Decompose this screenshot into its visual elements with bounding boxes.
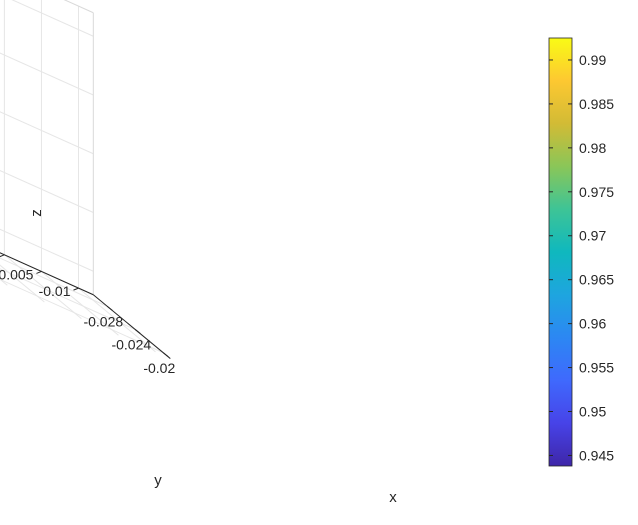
- y-axis-line: [0, 252, 94, 296]
- x-tick-label: -0.024: [111, 337, 151, 353]
- y-axis-label: y: [154, 472, 162, 489]
- colorbar-tick-label: 0.975: [579, 184, 614, 200]
- grid-line: [4, 254, 82, 319]
- y-tick: [0, 254, 5, 258]
- colorbar-tick-label: 0.95: [579, 404, 606, 420]
- axis-ticks: -9.99-9.995-10-10.005-10.010.010.0050-0.…: [0, 254, 175, 376]
- x-tick: [163, 352, 169, 358]
- colorbar-tick-label: 0.96: [579, 316, 606, 332]
- colorbar-tick-label: 0.965: [579, 272, 614, 288]
- x-tick-label: -0.02: [143, 360, 175, 376]
- colorbar-tick-label: 0.955: [579, 360, 614, 376]
- box-edge: [63, 0, 94, 14]
- grid-line: [41, 271, 119, 336]
- y-tick: [36, 270, 42, 274]
- grid-line: [0, 52, 94, 96]
- x-tick: [135, 329, 141, 334]
- grid-line: [11, 0, 94, 37]
- z-axis-label: z: [28, 209, 45, 217]
- grid-line: [0, 264, 45, 303]
- colorbar-gradient: [548, 37, 573, 467]
- grid-line: [0, 170, 94, 213]
- axes-box: [0, 0, 171, 359]
- grid-line: [78, 287, 156, 353]
- colorbar-tick-label: 0.98: [579, 140, 606, 156]
- y-tick-label: -0.01: [39, 283, 71, 299]
- y-tick-label: -0.005: [0, 266, 34, 282]
- colorbar-tick-label: 0.97: [579, 228, 606, 244]
- colorbar: 0.945 0.95 0.955 0.96 0.965 0.97 0.975 0.98 0.98…: [548, 37, 614, 467]
- x-axis-line: [93, 294, 171, 359]
- x-tick: [107, 305, 113, 311]
- grid-line: [0, 228, 94, 272]
- x-axis-label: x: [389, 489, 397, 506]
- x-tick-label: -0.028: [83, 313, 123, 329]
- grid-line: [0, 111, 94, 155]
- y-tick: [73, 287, 79, 291]
- colorbar-tick-label: 0.99: [579, 52, 606, 68]
- colorbar-tick-label: 0.945: [579, 447, 614, 463]
- axes-grid: [0, 0, 164, 354]
- colorbar-tick-label: 0.985: [579, 96, 614, 112]
